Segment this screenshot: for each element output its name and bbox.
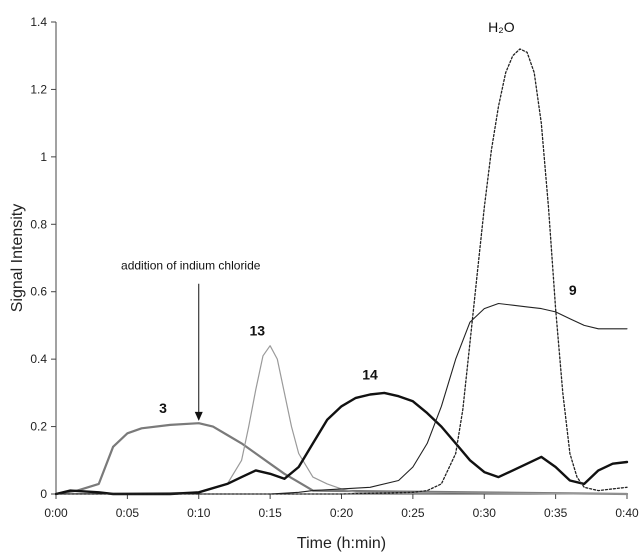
x-tick-label: 0:00 [44,506,68,520]
series-layer [54,48,629,496]
y-axis-title: Signal Intensity [9,204,26,313]
y-tick-label: 0.8 [30,217,47,231]
series-label: 13 [249,323,265,339]
series-line [54,391,629,496]
y-tick-label: 1.4 [30,15,47,29]
series-line [55,48,628,495]
x-tick-label: 0:35 [544,506,568,520]
labels-layer: 3 13 14 9 H₂O addition of indium chloride [121,19,577,421]
annotation-arrow-head [194,411,203,421]
series-line [55,345,628,495]
x-tick-label: 0:10 [187,506,211,520]
y-tick-label: 0.6 [30,285,47,299]
series-label: 9 [569,282,577,298]
series-line [55,302,628,495]
series-label: 3 [159,400,167,416]
x-tick-label: 0:30 [473,506,497,520]
axes: 0 0.2 0.4 0.6 0.8 1 1.2 1.4 0:00 0:05 0:10 0:15 0:20… [30,15,639,520]
x-axis-title: Time (h:min) [297,535,386,552]
y-tick-label: 1.2 [30,82,47,96]
y-tick-label: 0.4 [30,352,47,366]
x-tick-label: 0:15 [258,506,282,520]
series-line [54,422,629,496]
x-tick-label: 0:20 [330,506,354,520]
x-tick-label: 0:40 [615,506,639,520]
series-label: H₂O [488,19,515,35]
x-tick-label: 0:05 [116,506,140,520]
annotation-text: addition of indium chloride [121,259,261,273]
x-tick-label: 0:25 [401,506,425,520]
series-label: 14 [362,366,378,382]
y-tick-label: 1 [40,150,47,164]
y-tick-label: 0 [40,487,47,501]
y-tick-label: 0.2 [30,420,47,434]
